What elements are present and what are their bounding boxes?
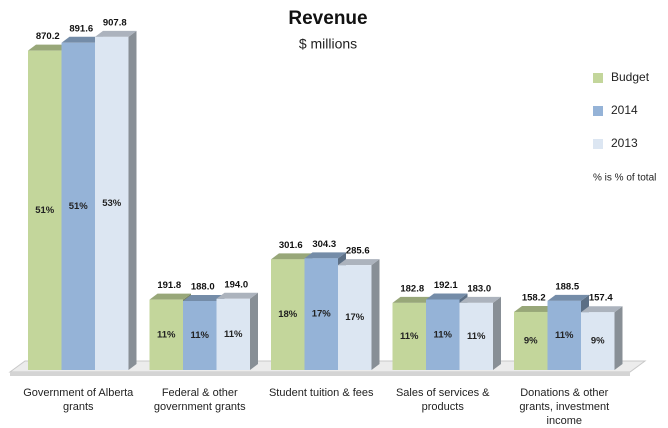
value-label: 182.8: [400, 283, 424, 294]
bar-side: [614, 306, 623, 370]
bar: [216, 298, 250, 370]
value-label: 188.5: [555, 281, 579, 292]
share-label: 11%: [157, 329, 176, 340]
bar: [95, 36, 129, 370]
legend-label: Budget: [611, 70, 650, 84]
bar-top: [183, 295, 225, 302]
value-label: 301.6: [279, 240, 303, 251]
value-label: 907.8: [103, 17, 127, 28]
bar: [581, 312, 615, 370]
bar-top: [304, 252, 346, 259]
bar-top: [426, 293, 468, 300]
bar-side: [128, 30, 137, 370]
bar-top: [459, 296, 501, 303]
bar-top: [149, 293, 191, 300]
x-tick-label: Donations & other grants, investment inc…: [519, 387, 610, 427]
bar: [149, 299, 183, 370]
bar-side: [250, 292, 258, 370]
value-label: 191.8: [157, 280, 181, 291]
bar: [183, 301, 217, 370]
bar-top: [581, 306, 623, 313]
value-label: 157.4: [589, 293, 613, 304]
share-label: 11%: [555, 330, 574, 341]
share-label: 17%: [345, 312, 365, 323]
value-label: 891.6: [69, 23, 93, 34]
bar: [338, 265, 372, 370]
value-label: 870.2: [36, 31, 60, 42]
value-label: 285.6: [346, 246, 370, 257]
value-label: 304.3: [312, 239, 336, 250]
bar: [514, 311, 548, 370]
value-label: 192.1: [434, 280, 458, 291]
share-label: 11%: [467, 331, 486, 342]
share-label: 17%: [312, 309, 332, 320]
bar: [392, 302, 426, 370]
bar-top: [271, 253, 313, 260]
value-label: 183.0: [467, 283, 491, 294]
x-tick-label: Sales of services & products: [395, 387, 490, 413]
bar: [304, 258, 338, 370]
bar-top: [28, 44, 70, 51]
share-label: 9%: [524, 335, 538, 346]
legend-swatch: [593, 139, 603, 149]
share-label: 11%: [434, 329, 453, 340]
share-label: 18%: [278, 309, 298, 320]
x-tick-label: Student tuition & fees: [268, 387, 374, 399]
bar: [61, 42, 95, 370]
bar-top: [547, 294, 589, 301]
chart-title: Revenue: [288, 8, 367, 29]
legend-swatch: [593, 106, 603, 116]
x-tick-label: Federal & other government grants: [153, 387, 246, 413]
bar-top: [392, 296, 434, 303]
x-tick-label: Government of Alberta grants: [23, 387, 134, 413]
annotation: % is % of total: [593, 173, 656, 184]
legend-swatch: [593, 73, 603, 83]
bar: [547, 300, 581, 370]
value-label: 188.0: [191, 282, 215, 293]
bar: [426, 299, 460, 370]
value-label: 194.0: [224, 279, 248, 290]
bar: [459, 302, 493, 370]
floor-edge: [10, 372, 630, 376]
share-label: 9%: [591, 336, 605, 347]
share-label: 11%: [400, 331, 419, 342]
bar-side: [493, 296, 501, 370]
bar-side: [371, 259, 380, 370]
legend-label: 2014: [611, 103, 638, 117]
bar-top: [338, 259, 380, 266]
share-label: 51%: [69, 201, 89, 212]
bar-top: [61, 36, 103, 43]
chart-subtitle: $ millions: [299, 36, 357, 52]
share-label: 51%: [35, 205, 55, 216]
share-label: 11%: [191, 330, 210, 341]
bar-top: [95, 30, 137, 37]
share-label: 53%: [102, 198, 122, 209]
value-label: 158.2: [522, 292, 546, 303]
share-label: 11%: [224, 329, 243, 340]
bar: [28, 50, 62, 371]
bar-top: [514, 305, 556, 312]
bar: [271, 259, 305, 370]
legend-label: 2013: [611, 136, 638, 150]
bar-top: [216, 292, 258, 299]
